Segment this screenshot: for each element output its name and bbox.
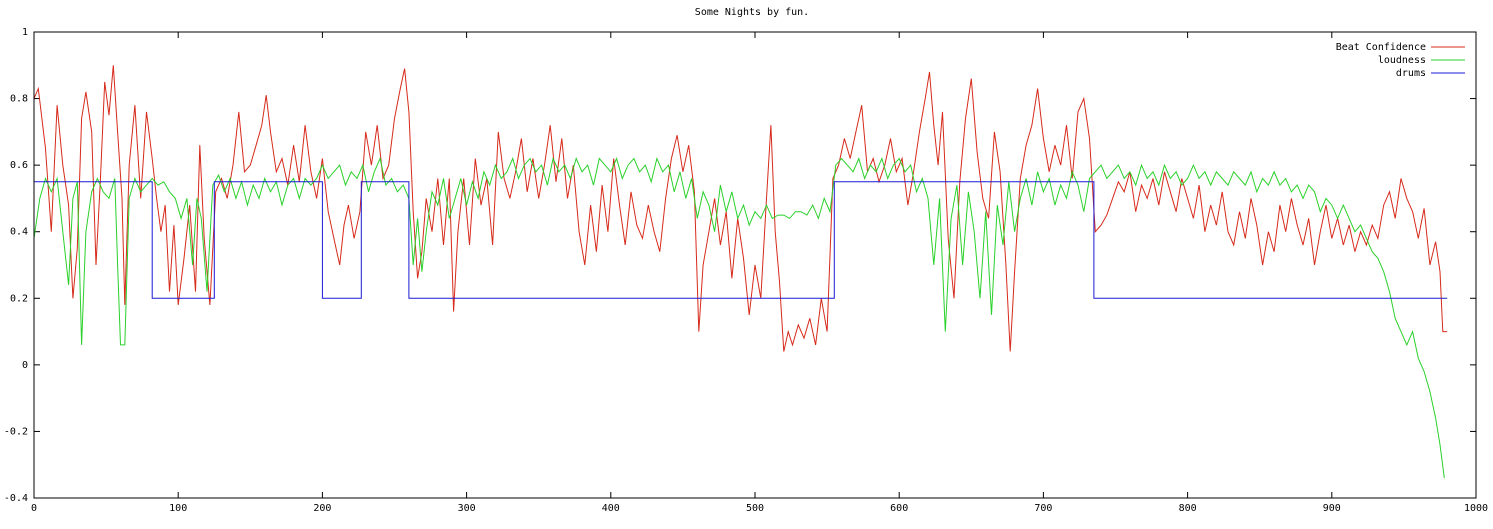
x-tick-label: 1000 (1464, 503, 1488, 514)
legend-label-drums: drums (1396, 68, 1426, 79)
x-tick-label: 100 (169, 503, 187, 514)
series-group (33, 65, 1448, 479)
x-tick-label: 600 (890, 503, 908, 514)
x-tick-label: 200 (313, 503, 331, 514)
x-tick-label: 900 (1323, 503, 1341, 514)
x-tick-label: 800 (1179, 503, 1197, 514)
x-tick-label: 300 (458, 503, 476, 514)
y-tick-label: -0.2 (4, 426, 28, 437)
ticks: 0 100 200 300 400 500 600 700 800 900 1000 1 0.8 0.6 0… (4, 27, 1488, 514)
chart-title: Some Nights by fun. (695, 7, 809, 18)
plot-frame (33, 31, 1477, 499)
legend-label-beat-confidence: Beat Confidence (1336, 42, 1426, 53)
y-tick-label: 0.6 (10, 160, 28, 171)
y-tick-label: 0.4 (10, 227, 28, 238)
y-tick-label: 0 (22, 360, 28, 371)
series-line-loudness (33, 156, 1445, 479)
x-tick-label: 400 (602, 503, 620, 514)
y-tick-label: 0.2 (10, 293, 28, 304)
x-tick-label: 500 (746, 503, 764, 514)
series-line-beat-confidence (33, 65, 1448, 352)
y-tick-label: -0.4 (4, 493, 28, 504)
legend-label-loudness: loudness (1378, 55, 1426, 66)
x-tick-label: 0 (31, 503, 37, 514)
legend: Beat Confidence loudness drums (1336, 42, 1465, 79)
y-tick-label: 0.8 (10, 94, 28, 105)
x-tick-label: 700 (1034, 503, 1052, 514)
y-tick-label: 1 (22, 27, 28, 38)
series-line-drums (34, 181, 1448, 299)
